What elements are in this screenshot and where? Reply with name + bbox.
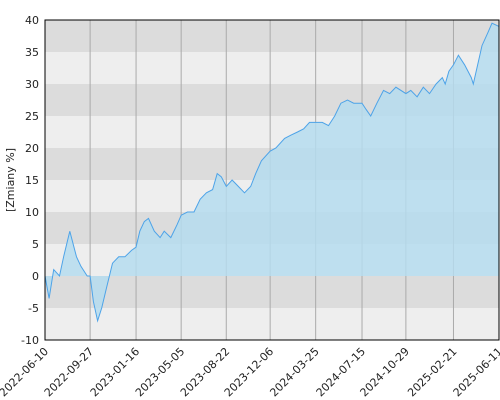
y-tick-label: 25: [25, 110, 39, 123]
y-tick-label: 20: [25, 142, 39, 155]
y-tick-label: 0: [32, 270, 39, 283]
line: [44, 22, 500, 323]
y-tick-label: 15: [25, 174, 39, 187]
y-tick-label: 35: [25, 46, 39, 59]
y-tick-label: -5: [28, 302, 39, 315]
y-axis-label: [Zmiany %]: [4, 148, 17, 212]
y-tick-label: -10: [21, 334, 39, 347]
y-tick-label: 40: [25, 14, 39, 27]
y-tick-label: 30: [25, 78, 39, 91]
y-tick-label: 10: [25, 206, 39, 219]
background-band: [45, 276, 499, 308]
background-band: [45, 20, 499, 52]
background-band: [45, 308, 499, 340]
y-tick-label: 5: [32, 238, 39, 251]
plot-frame: [44, 19, 500, 341]
background-band: [45, 52, 499, 84]
area: [45, 23, 499, 321]
